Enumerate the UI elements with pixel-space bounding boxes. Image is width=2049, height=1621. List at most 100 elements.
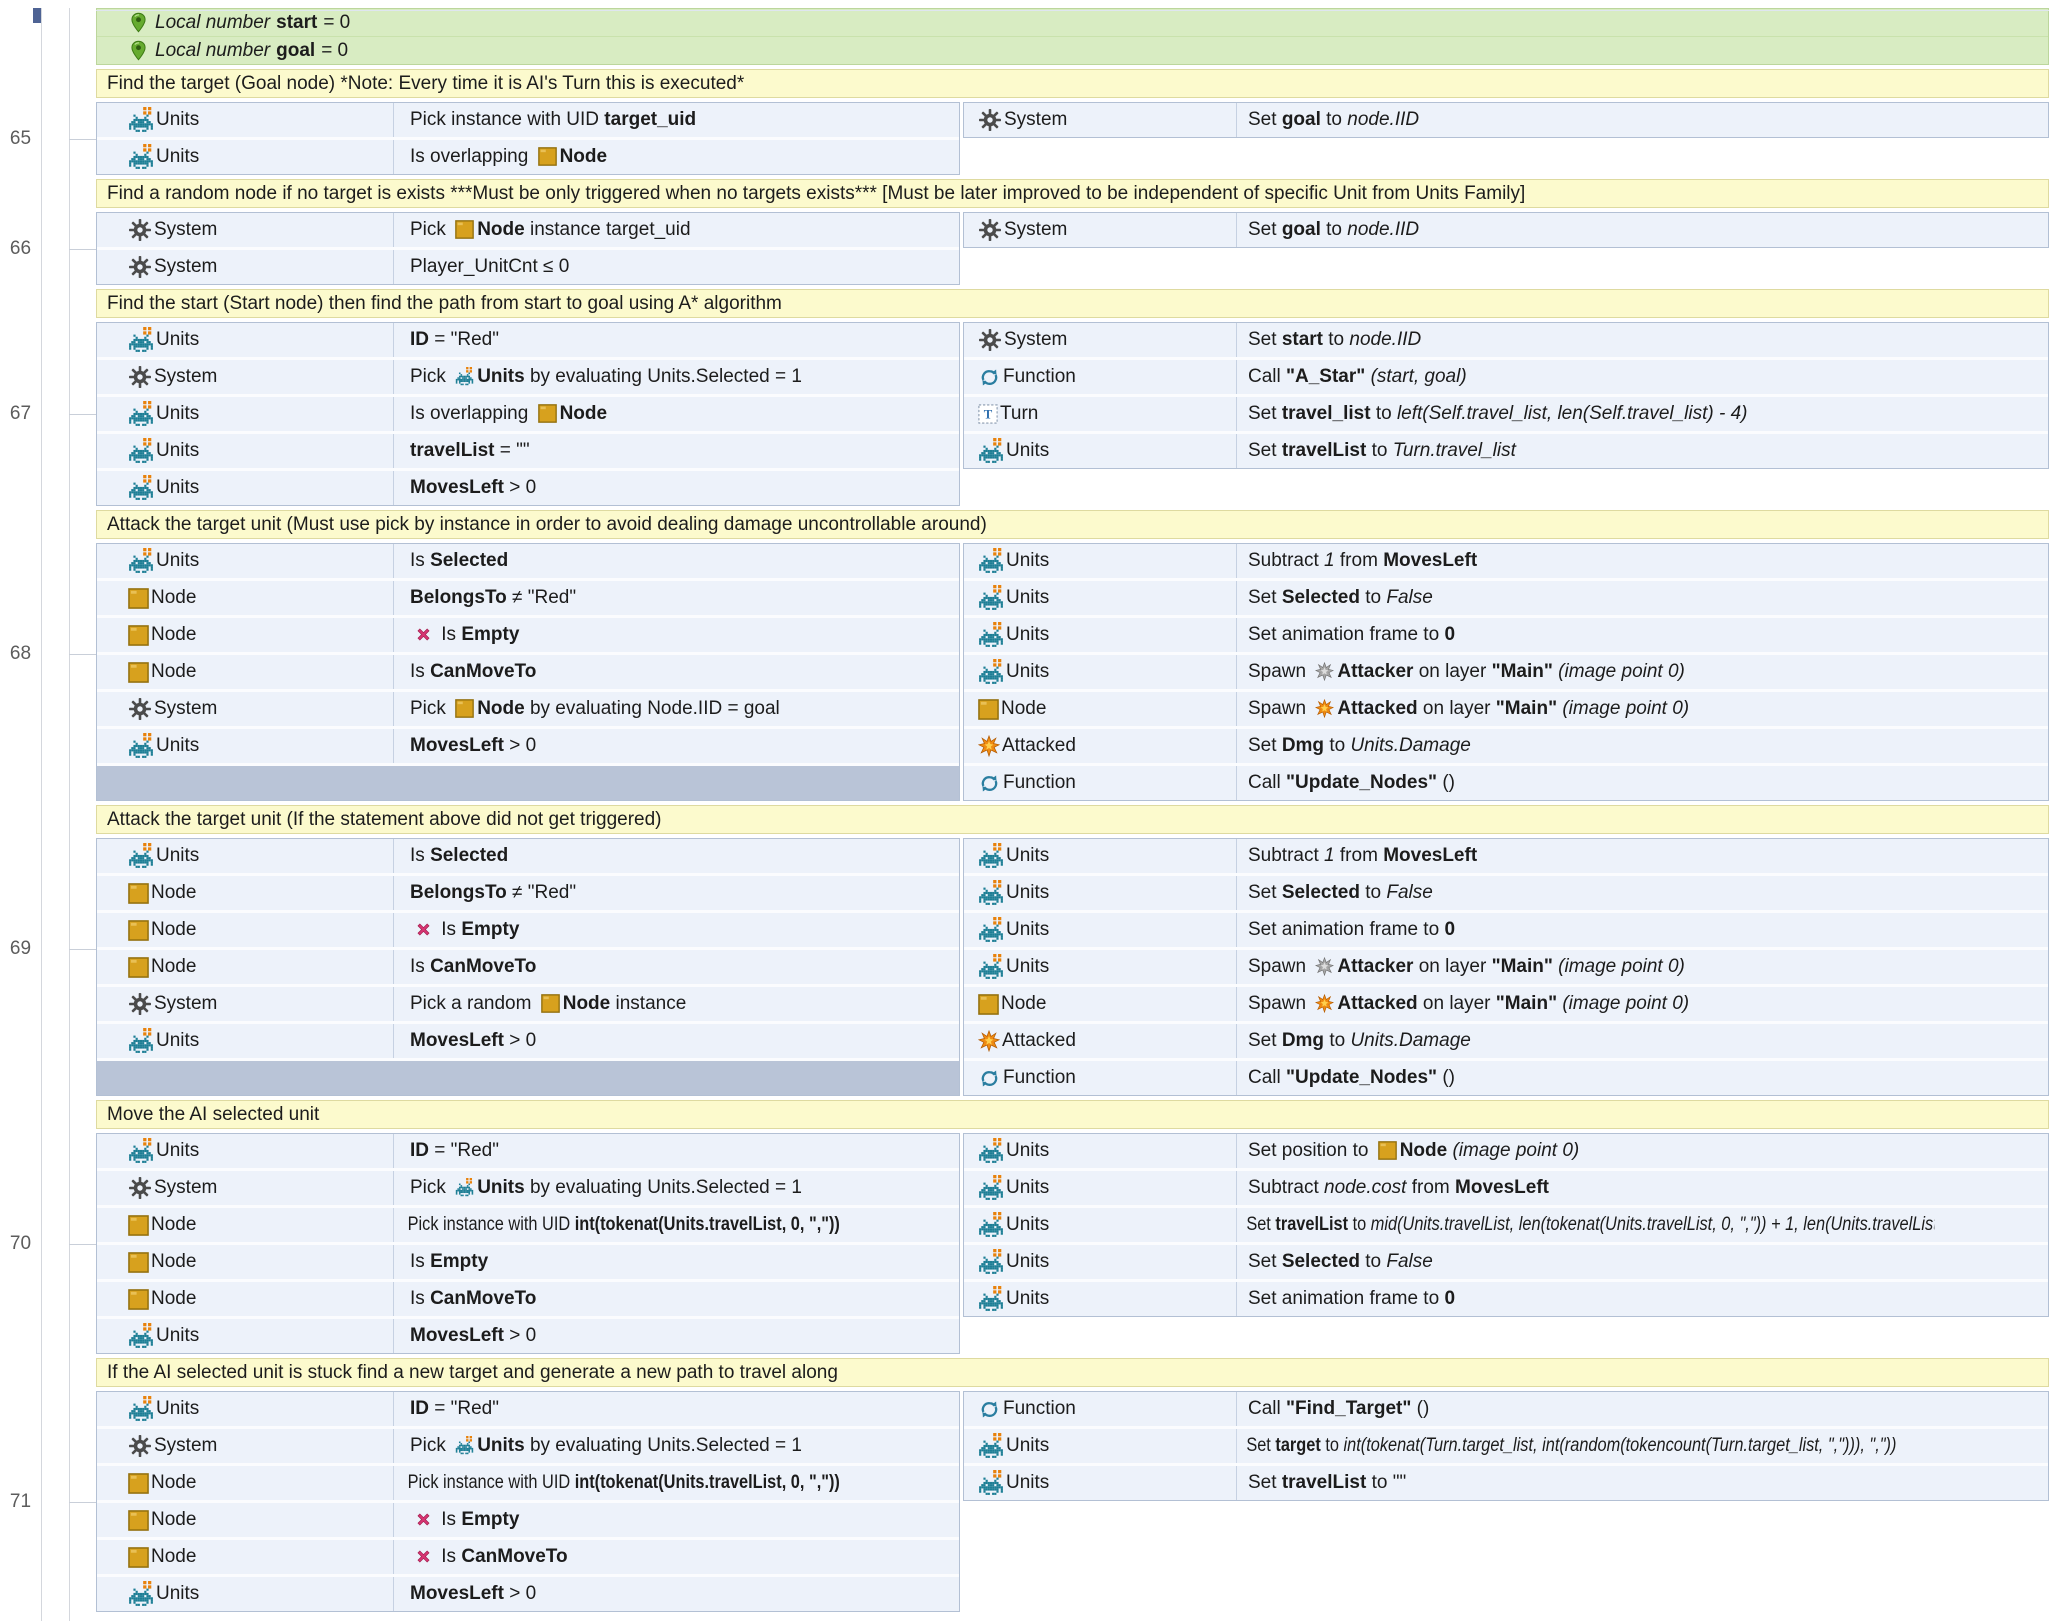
event-margin-tick — [69, 1502, 96, 1503]
action-row[interactable]: UnitsSet travelList to mid(Units.travelL… — [964, 1208, 2048, 1242]
condition-row[interactable]: UnitsMovesLeft > 0 — [97, 471, 959, 505]
action-row[interactable]: AttackedSet Dmg to Units.Damage — [964, 1024, 2048, 1058]
text-segment: MovesLeft — [410, 1325, 504, 1347]
action-row[interactable]: UnitsSubtract 1 from MovesLeft — [964, 544, 2048, 578]
condition-row[interactable]: NodeBelongsTo ≠ "Red" — [97, 581, 959, 615]
action-row[interactable]: UnitsSet Selected to False — [964, 876, 2048, 910]
condition-row[interactable]: UnitsMovesLeft > 0 — [97, 1024, 959, 1058]
event-number[interactable]: 69 — [0, 937, 41, 961]
action-row[interactable]: UnitsSet travelList to Turn.travel_list — [964, 434, 2048, 468]
condition-row[interactable]: SystemPick Units by evaluating Units.Sel… — [97, 1429, 959, 1463]
text-segment: Subtract — [1248, 845, 1324, 867]
text-segment: Is overlapping — [410, 146, 534, 168]
action-row[interactable]: UnitsSet Selected to False — [964, 1245, 2048, 1279]
text-segment: "Main" — [1492, 661, 1553, 683]
text-segment: Units — [477, 366, 525, 388]
action-row[interactable]: UnitsSet animation frame to 0 — [964, 1282, 2048, 1316]
condition-row[interactable]: UnitsID = "Red" — [97, 1134, 959, 1168]
condition-row[interactable]: SystemPick Node instance target_uid — [97, 213, 959, 247]
condition-row[interactable]: UnitsMovesLeft > 0 — [97, 729, 959, 763]
condition-row[interactable]: NodeBelongsTo ≠ "Red" — [97, 876, 959, 910]
condition-row[interactable]: NodeIs CanMoveTo — [97, 655, 959, 689]
local-variable-row[interactable]: Local numbergoal= 0 — [97, 36, 2048, 64]
condition-row[interactable]: UnitsMovesLeft > 0 — [97, 1319, 959, 1353]
condition-row[interactable]: UnitsIs Selected — [97, 544, 959, 578]
action-row[interactable]: SystemSet start to node.IID — [964, 323, 2048, 357]
text-segment: Set — [1248, 219, 1282, 241]
action-row[interactable]: UnitsSet animation frame to 0 — [964, 618, 2048, 652]
text-segment: int(tokenat(Turn.target_list, int(random… — [1344, 1435, 1897, 1457]
action-row[interactable]: TTurnSet travel_list to left(Self.travel… — [964, 397, 2048, 431]
comment-row[interactable]: Move the AI selected unit — [96, 1100, 2049, 1129]
text-segment: 0 — [1444, 1288, 1455, 1310]
action-row[interactable]: UnitsSet animation frame to 0 — [964, 913, 2048, 947]
condition-row[interactable]: SystemPick Units by evaluating Units.Sel… — [97, 1171, 959, 1205]
condition-row[interactable]: Node Is CanMoveTo — [97, 1540, 959, 1574]
action-row[interactable]: FunctionCall "Find_Target" () — [964, 1392, 2048, 1426]
condition-row[interactable]: NodeIs CanMoveTo — [97, 950, 959, 984]
comment-row[interactable]: Find the start (Start node) then find th… — [96, 289, 2049, 318]
action-row[interactable]: UnitsSet travelList to "" — [964, 1466, 2048, 1500]
condition-row[interactable]: Node Is Empty — [97, 913, 959, 947]
condition-row[interactable]: NodeIs Empty — [97, 1245, 959, 1279]
invert-x-icon — [414, 1547, 433, 1566]
action-row[interactable]: UnitsSpawn Attacker on layer "Main" (ima… — [964, 655, 2048, 689]
action-row[interactable]: NodeSpawn Attacked on layer "Main" (imag… — [964, 692, 2048, 726]
condition-row[interactable]: NodeIs CanMoveTo — [97, 1282, 959, 1316]
condition-text: travelList = "" — [393, 434, 959, 468]
object-cell: Units — [97, 1024, 393, 1058]
condition-text: Player_UnitCnt ≤ 0 — [393, 250, 959, 284]
action-row[interactable]: UnitsSubtract node.cost from MovesLeft — [964, 1171, 2048, 1205]
text-segment: instance target_uid — [525, 219, 691, 241]
units-icon — [128, 438, 154, 464]
comment-row[interactable]: Find a random node if no target is exist… — [96, 179, 2049, 208]
action-row[interactable]: SystemSet goal to node.IID — [964, 213, 2048, 247]
event-number[interactable]: 68 — [0, 642, 41, 666]
comment-row[interactable]: If the AI selected unit is stuck find a … — [96, 1358, 2049, 1387]
condition-row[interactable]: UnitsIs overlapping Node — [97, 397, 959, 431]
condition-row[interactable]: SystemPick Node by evaluating Node.IID =… — [97, 692, 959, 726]
action-row[interactable]: AttackedSet Dmg to Units.Damage — [964, 729, 2048, 763]
condition-row[interactable]: UnitsIs overlapping Node — [97, 140, 959, 174]
event-number[interactable]: 66 — [0, 237, 41, 261]
text-segment: Empty — [430, 1251, 488, 1273]
action-row[interactable]: FunctionCall "Update_Nodes" () — [964, 766, 2048, 800]
condition-row[interactable]: SystemPick a random Node instance — [97, 987, 959, 1021]
action-row[interactable]: FunctionCall "A_Star" (start, goal) — [964, 360, 2048, 394]
comment-row[interactable]: Attack the target unit (Must use pick by… — [96, 510, 2049, 539]
action-row[interactable]: UnitsSet position to Node (image point 0… — [964, 1134, 2048, 1168]
action-row[interactable]: NodeSpawn Attacked on layer "Main" (imag… — [964, 987, 2048, 1021]
object-cell: Units — [964, 1245, 1236, 1279]
condition-row[interactable]: UnitsIs Selected — [97, 839, 959, 873]
text-segment: = "Red" — [429, 1140, 499, 1162]
event-number[interactable]: 71 — [0, 1490, 41, 1514]
node-icon — [1378, 1141, 1397, 1160]
action-row[interactable]: SystemSet goal to node.IID — [964, 103, 2048, 137]
local-variable-row[interactable]: Local numberstart= 0 — [97, 9, 2048, 36]
condition-row[interactable]: UnitsID = "Red" — [97, 323, 959, 357]
action-row[interactable]: UnitsSpawn Attacker on layer "Main" (ima… — [964, 950, 2048, 984]
condition-row[interactable]: UnitsPick instance with UID target_uid — [97, 103, 959, 137]
condition-row[interactable]: Node Is Empty — [97, 1503, 959, 1537]
condition-row[interactable]: UnitsID = "Red" — [97, 1392, 959, 1426]
action-text: Set goal to node.IID — [1236, 213, 2048, 247]
action-row[interactable]: UnitsSet Selected to False — [964, 581, 2048, 615]
text-segment: Call — [1248, 366, 1286, 388]
condition-row[interactable]: SystemPick Units by evaluating Units.Sel… — [97, 360, 959, 394]
comment-row[interactable]: Attack the target unit (If the statement… — [96, 805, 2049, 834]
condition-row[interactable]: UnitstravelList = "" — [97, 434, 959, 468]
event-number[interactable]: 67 — [0, 402, 41, 426]
condition-row[interactable]: NodePick instance with UID int(tokenat(U… — [97, 1208, 959, 1242]
comment-row[interactable]: Find the target (Goal node) *Note: Every… — [96, 69, 2049, 98]
condition-row[interactable]: UnitsMovesLeft > 0 — [97, 1577, 959, 1611]
condition-row[interactable]: NodePick instance with UID int(tokenat(U… — [97, 1466, 959, 1500]
text-segment: Dmg — [1282, 735, 1324, 757]
action-row[interactable]: UnitsSet target to int(tokenat(Turn.targ… — [964, 1429, 2048, 1463]
action-row[interactable]: FunctionCall "Update_Nodes" () — [964, 1061, 2048, 1095]
text-segment: Set — [1248, 882, 1282, 904]
event-number[interactable]: 70 — [0, 1232, 41, 1256]
event-number[interactable]: 65 — [0, 127, 41, 151]
condition-row[interactable]: Node Is Empty — [97, 618, 959, 652]
action-row[interactable]: UnitsSubtract 1 from MovesLeft — [964, 839, 2048, 873]
condition-row[interactable]: SystemPlayer_UnitCnt ≤ 0 — [97, 250, 959, 284]
